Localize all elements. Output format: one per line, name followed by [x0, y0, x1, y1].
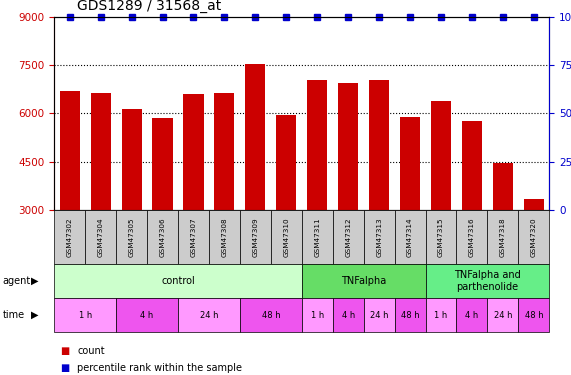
- Text: GSM47320: GSM47320: [531, 217, 537, 257]
- Bar: [488, 298, 518, 332]
- Bar: [524, 199, 544, 210]
- Bar: [364, 210, 395, 264]
- Text: 24 h: 24 h: [370, 310, 388, 320]
- Bar: [425, 264, 549, 298]
- Text: 1 h: 1 h: [311, 310, 324, 320]
- Text: GSM47308: GSM47308: [222, 217, 227, 257]
- Text: GSM47304: GSM47304: [98, 217, 104, 257]
- Bar: [116, 298, 178, 332]
- Text: 4 h: 4 h: [341, 310, 355, 320]
- Bar: [240, 298, 302, 332]
- Bar: [488, 210, 518, 264]
- Text: GSM47310: GSM47310: [283, 217, 289, 257]
- Bar: [54, 264, 302, 298]
- Bar: [214, 93, 235, 210]
- Bar: [183, 94, 203, 210]
- Bar: [338, 83, 358, 210]
- Text: agent: agent: [3, 276, 31, 286]
- Text: 4 h: 4 h: [140, 310, 154, 320]
- Bar: [59, 91, 80, 210]
- Bar: [302, 264, 425, 298]
- Bar: [147, 210, 178, 264]
- Text: GSM47309: GSM47309: [252, 217, 258, 257]
- Bar: [425, 298, 456, 332]
- Text: GSM47312: GSM47312: [345, 217, 351, 257]
- Text: GSM47313: GSM47313: [376, 217, 382, 257]
- Bar: [518, 298, 549, 332]
- Text: 24 h: 24 h: [494, 310, 512, 320]
- Text: GSM47311: GSM47311: [314, 217, 320, 257]
- Bar: [307, 80, 327, 210]
- Text: ■: ■: [60, 346, 69, 355]
- Text: 48 h: 48 h: [262, 310, 280, 320]
- Bar: [209, 210, 240, 264]
- Text: count: count: [77, 346, 104, 355]
- Bar: [302, 298, 333, 332]
- Text: 48 h: 48 h: [525, 310, 543, 320]
- Text: GSM47314: GSM47314: [407, 217, 413, 257]
- Bar: [116, 210, 147, 264]
- Text: GSM47315: GSM47315: [438, 217, 444, 257]
- Text: GSM47306: GSM47306: [159, 217, 166, 257]
- Bar: [178, 298, 240, 332]
- Text: GSM47305: GSM47305: [128, 217, 135, 257]
- Text: ■: ■: [60, 363, 69, 373]
- Text: time: time: [3, 310, 25, 320]
- Bar: [91, 93, 111, 210]
- Bar: [85, 210, 116, 264]
- Bar: [333, 298, 364, 332]
- Bar: [400, 117, 420, 210]
- Bar: [178, 210, 209, 264]
- Text: GSM47302: GSM47302: [67, 217, 73, 257]
- Bar: [302, 210, 333, 264]
- Text: GSM47316: GSM47316: [469, 217, 475, 257]
- Bar: [456, 210, 488, 264]
- Bar: [122, 109, 142, 210]
- Text: ▶: ▶: [31, 276, 39, 286]
- Text: TNFalpha: TNFalpha: [341, 276, 386, 286]
- Bar: [462, 122, 482, 210]
- Text: GSM47318: GSM47318: [500, 217, 506, 257]
- Bar: [54, 210, 85, 264]
- Bar: [54, 298, 116, 332]
- Text: GSM47307: GSM47307: [191, 217, 196, 257]
- Text: 1 h: 1 h: [79, 310, 92, 320]
- Text: 48 h: 48 h: [401, 310, 419, 320]
- Text: percentile rank within the sample: percentile rank within the sample: [77, 363, 242, 373]
- Bar: [364, 298, 395, 332]
- Bar: [456, 298, 488, 332]
- Bar: [395, 210, 425, 264]
- Text: 4 h: 4 h: [465, 310, 478, 320]
- Text: GDS1289 / 31568_at: GDS1289 / 31568_at: [77, 0, 222, 13]
- Text: 24 h: 24 h: [200, 310, 218, 320]
- Bar: [276, 115, 296, 210]
- Bar: [493, 164, 513, 210]
- Bar: [246, 63, 266, 210]
- Bar: [518, 210, 549, 264]
- Text: TNFalpha and
parthenolide: TNFalpha and parthenolide: [454, 270, 521, 292]
- Bar: [152, 118, 172, 210]
- Text: control: control: [161, 276, 195, 286]
- Bar: [240, 210, 271, 264]
- Text: 1 h: 1 h: [435, 310, 448, 320]
- Bar: [333, 210, 364, 264]
- Bar: [271, 210, 301, 264]
- Bar: [425, 210, 456, 264]
- Bar: [431, 100, 451, 210]
- Bar: [369, 80, 389, 210]
- Text: ▶: ▶: [31, 310, 39, 320]
- Bar: [395, 298, 425, 332]
